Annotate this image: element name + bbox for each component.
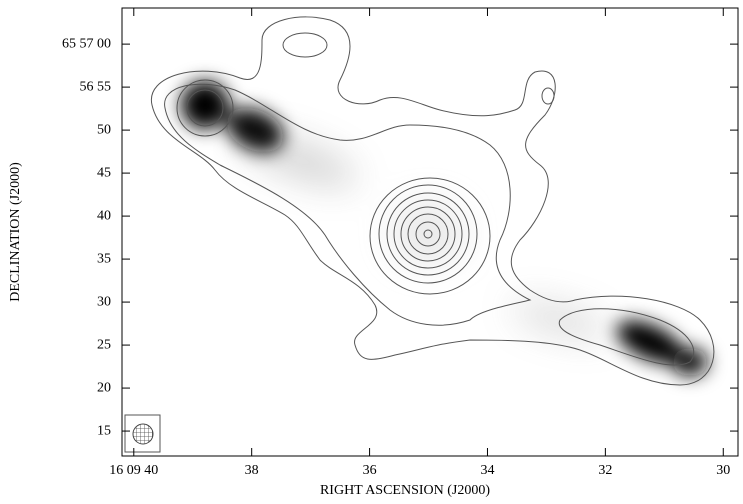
x-axis-label: RIGHT ASCENSION (J2000) [320,483,490,498]
y-tick-label: 35 [97,251,111,266]
y-tick-label: 50 [97,122,111,137]
contours [150,16,715,386]
x-tick-label: 36 [363,463,377,478]
y-tick-label: 45 [97,165,111,180]
frame [121,7,739,457]
x-tick-label: 30 [716,463,730,478]
y-tick-label: 20 [97,380,111,395]
y-tick-label: 65 57 00 [62,36,111,51]
y-tick-label: 56 55 [80,79,112,94]
beam [124,414,161,453]
x-tick-label: 16 09 40 [109,463,158,478]
y-axis-label: DECLINATION (J2000) [8,162,23,302]
x-tick-label: 38 [245,463,259,478]
y-tick-label: 40 [97,208,111,223]
x-tick-label: 32 [598,463,612,478]
y-tick-label: 15 [97,423,111,438]
y-tick-label: 30 [97,294,111,309]
radio-image [181,81,708,376]
x-tick-label: 34 [480,463,494,478]
y-tick-label: 25 [97,337,111,352]
